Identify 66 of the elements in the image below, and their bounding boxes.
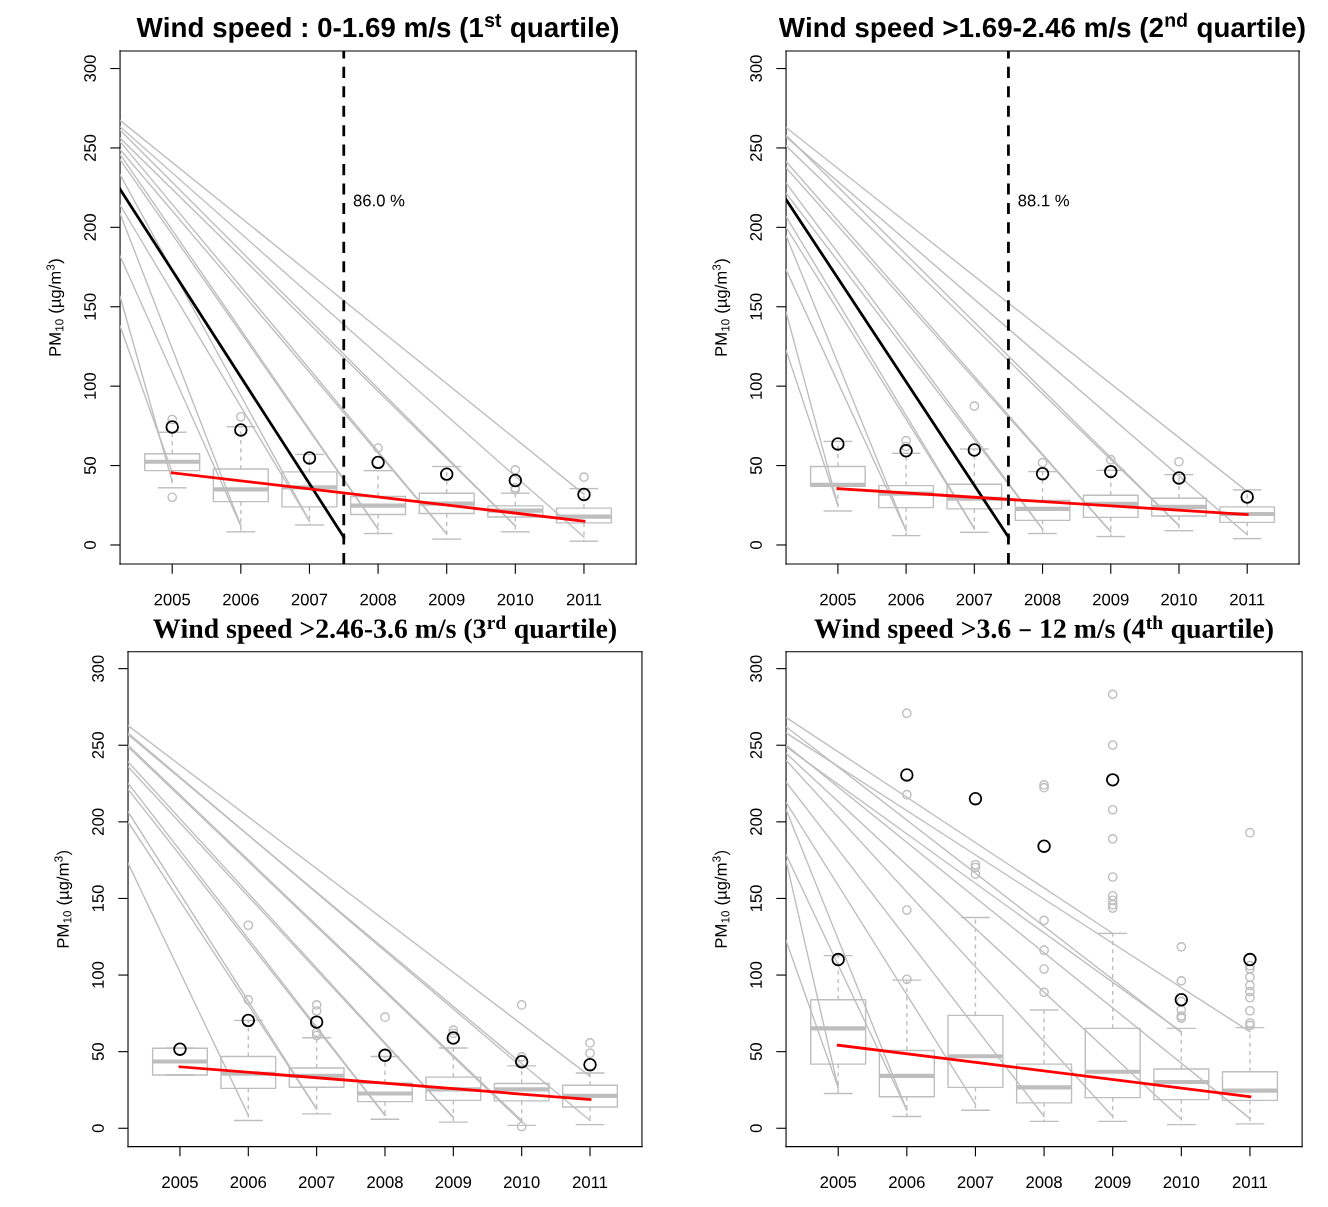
x-tick-label: 2007 [957, 1176, 994, 1189]
y-tick-label: 50 [750, 1043, 762, 1061]
x-tick-label: 2008 [360, 593, 396, 606]
x-tick-label: 2005 [162, 1176, 198, 1189]
x-tick-label: 2010 [503, 1176, 540, 1189]
chart-title: Wind speed >3.6 – 12 m/s (4$^{th}$ quartile) [814, 615, 1273, 644]
x-tick-label: 2010 [1161, 593, 1197, 606]
x-tick-label: 2009 [1095, 1176, 1131, 1189]
y-tick-label: 50 [92, 1043, 104, 1061]
x-tick-label: 2011 [572, 1176, 608, 1189]
y-axis-title: PM$_{10}$ (µg/m$^{3}$) [54, 850, 73, 948]
y-tick-label: 250 [92, 731, 104, 759]
y-tick-label: 150 [750, 293, 762, 320]
y-tick-label: 300 [84, 55, 96, 82]
x-tick-label: 2008 [1026, 1176, 1062, 1189]
y-tick-label: 300 [92, 655, 104, 682]
annotation: 88.1 % [1018, 194, 1069, 207]
y-tick-label: 250 [84, 134, 96, 161]
x-tick-label: 2005 [154, 593, 191, 606]
y-tick-label: 50 [750, 456, 762, 475]
y-tick-label: 0 [92, 1124, 104, 1133]
x-tick-label: 2007 [298, 1176, 335, 1189]
y-tick-label: 0 [84, 540, 96, 549]
y-tick-label: 300 [750, 55, 762, 82]
x-tick-label: 2006 [888, 593, 924, 606]
y-tick-label: 150 [750, 885, 762, 912]
x-tick-label: 2011 [1230, 593, 1265, 606]
y-axis-title: PM$_{10}$ (µg/m$^{3}$) [712, 259, 731, 356]
x-tick-label: 2006 [230, 1176, 267, 1189]
x-tick-label: 2007 [291, 593, 328, 606]
y-tick-label: 250 [750, 731, 762, 759]
y-tick-label: 150 [92, 885, 104, 912]
y-tick-label: 200 [750, 214, 762, 241]
y-tick-label: 50 [84, 456, 96, 475]
x-tick-label: 2011 [566, 593, 602, 606]
x-tick-label: 2009 [435, 1176, 472, 1189]
y-tick-label: 200 [92, 808, 104, 835]
x-tick-label: 2008 [1024, 593, 1061, 606]
y-tick-label: 0 [750, 540, 762, 549]
y-axis-title: PM$_{10}$ (µg/m$^{3}$) [46, 259, 65, 356]
y-tick-label: 200 [84, 214, 96, 241]
y-tick-label: 250 [750, 134, 762, 161]
y-tick-label: 150 [84, 293, 96, 320]
x-tick-label: 2009 [429, 593, 465, 606]
y-tick-label: 100 [92, 961, 104, 988]
x-tick-label: 2007 [956, 593, 993, 606]
chart-title: Wind speed >2.46-3.6 m/s (3$^{rd}$ quartile) [153, 615, 616, 644]
y-tick-label: 100 [750, 372, 762, 399]
x-tick-label: 2010 [1163, 1176, 1200, 1189]
x-tick-label: 2008 [367, 1176, 403, 1189]
x-tick-label: 2011 [1232, 1176, 1268, 1189]
y-tick-label: 100 [84, 372, 96, 399]
y-tick-label: 200 [750, 808, 762, 835]
x-tick-label: 2005 [820, 1176, 857, 1189]
y-tick-label: 300 [750, 655, 762, 682]
y-tick-label: 0 [750, 1124, 762, 1133]
y-axis-title: PM$_{10}$ (µg/m$^{3}$) [712, 850, 731, 948]
x-tick-label: 2010 [497, 593, 534, 606]
x-tick-label: 2006 [223, 593, 259, 606]
annotation: 86.0 % [353, 194, 405, 207]
x-tick-label: 2006 [889, 1176, 925, 1189]
y-tick-label: 100 [750, 961, 762, 988]
x-tick-label: 2009 [1093, 593, 1129, 606]
x-tick-label: 2005 [820, 593, 856, 606]
chart-title: Wind speed >1.69-2.46 m/s (2$^{nd}$ quartile) [778, 12, 1305, 43]
chart-title: Wind speed : 0-1.69 m/s (1$^{st}$ quartile) [136, 14, 619, 43]
